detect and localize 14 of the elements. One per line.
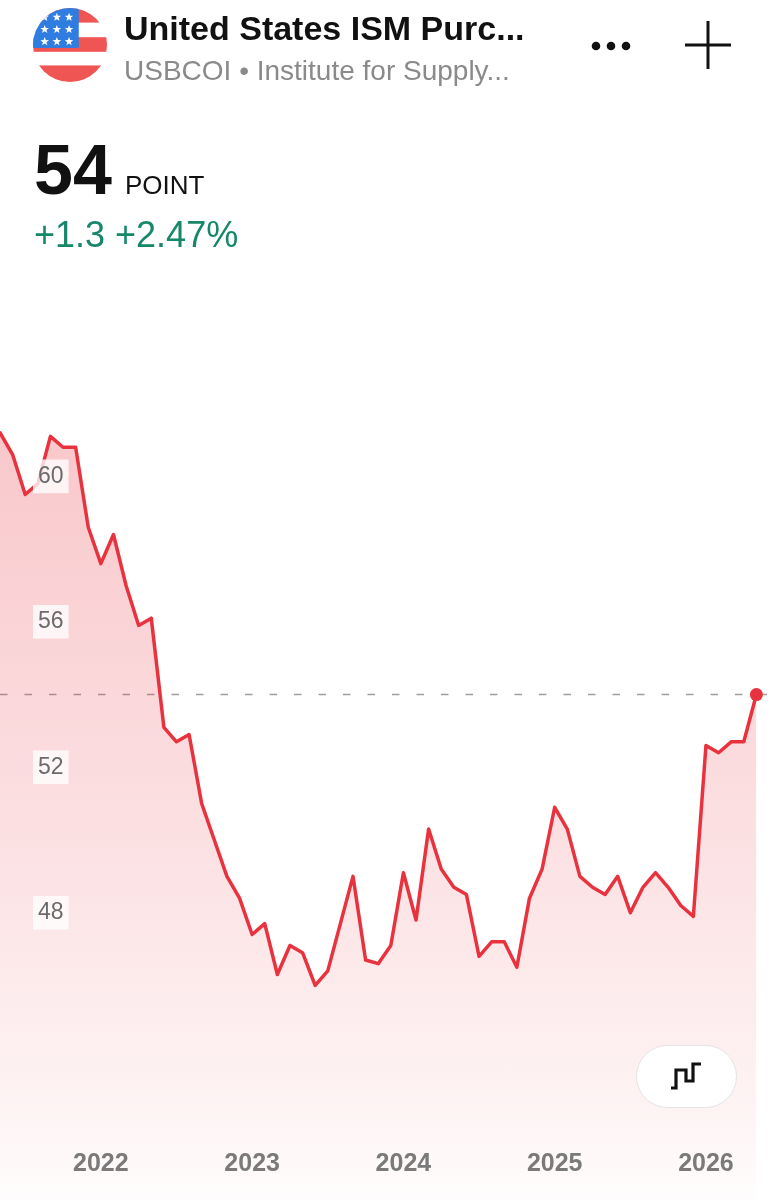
x-tick-label: 2024 [375, 1147, 432, 1176]
annotation: +1.3 +2.47% [34, 214, 239, 256]
text: USBCOI • Institute for Supply... [124, 53, 510, 88]
y-tick-label: 48 [37, 898, 64, 925]
x-tick-label: 2026 [678, 1147, 734, 1176]
x-tick-label: 2022 [73, 1147, 129, 1176]
y-tick-label: 56 [37, 607, 64, 634]
y-tick-label: 52 [37, 752, 64, 779]
y-tick-label: 60 [37, 461, 64, 488]
x-tick-label: 2025 [526, 1147, 583, 1176]
chart-title: United States ISM Purc... [124, 7, 525, 48]
x-tick-label: 2023 [224, 1147, 280, 1176]
annotation: 54 [34, 130, 112, 210]
annotation: POINT [124, 170, 205, 200]
